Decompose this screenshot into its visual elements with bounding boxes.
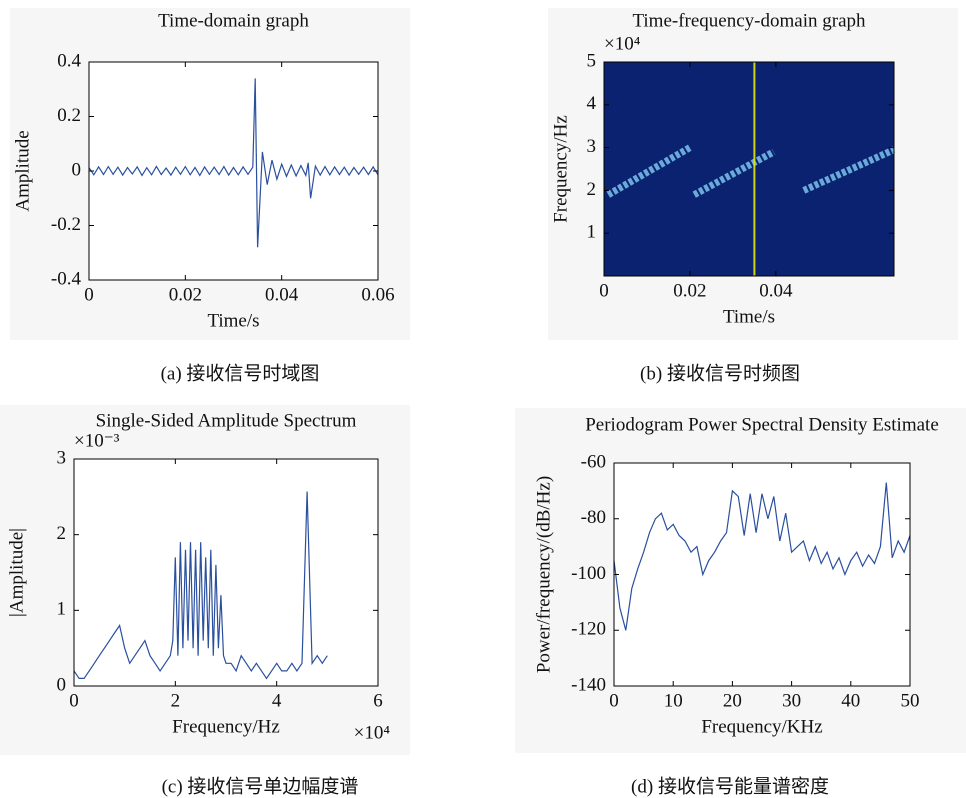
y-tick-label: 1 bbox=[57, 599, 67, 620]
x-tick-label: 4 bbox=[272, 690, 282, 711]
data-line bbox=[613, 482, 911, 631]
x-tick-label: 0 bbox=[69, 690, 79, 711]
y-tick-label: 1 bbox=[587, 222, 597, 243]
plot-area bbox=[89, 62, 378, 280]
y-tick-label: 0 bbox=[72, 159, 82, 180]
x-multiplier: ×10⁴ bbox=[354, 722, 391, 743]
y-axis-label: Frequency/Hz bbox=[550, 115, 571, 223]
y-axis-label: Amplitude bbox=[12, 130, 33, 211]
y-tick-label: -120 bbox=[571, 619, 606, 640]
axes-box bbox=[73, 458, 379, 687]
x-tick-label: 0.04 bbox=[759, 280, 793, 301]
y-tick-label: -0.4 bbox=[51, 268, 82, 289]
caption: (c) 接收信号单边幅度谱 bbox=[162, 775, 359, 797]
y-tick-label: 0.2 bbox=[57, 105, 81, 126]
x-tick-label: 50 bbox=[901, 690, 920, 711]
y-tick-label: -140 bbox=[571, 674, 606, 695]
x-axis-label: Frequency/KHz bbox=[701, 716, 822, 737]
caption: (d) 接收信号能量谱密度 bbox=[631, 775, 829, 797]
caption: (a) 接收信号时域图 bbox=[161, 362, 320, 384]
chart-title: Time-domain graph bbox=[158, 10, 309, 31]
axes-box bbox=[603, 61, 895, 277]
x-tick-label: 30 bbox=[782, 690, 801, 711]
caption: (b) 接收信号时频图 bbox=[640, 362, 800, 384]
x-tick-label: 10 bbox=[664, 690, 683, 711]
x-tick-label: 0.02 bbox=[169, 284, 202, 305]
y-multiplier: ×10⁻³ bbox=[74, 430, 120, 451]
x-tick-label: 40 bbox=[841, 690, 860, 711]
y-tick-label: -60 bbox=[581, 451, 606, 472]
plot-area bbox=[74, 459, 378, 686]
x-tick-label: 6 bbox=[373, 690, 383, 711]
y-tick-label: 2 bbox=[57, 523, 67, 544]
x-tick-label: 0 bbox=[599, 280, 609, 301]
spectrogram-ridge bbox=[802, 146, 896, 194]
y-tick-label: 3 bbox=[57, 447, 67, 468]
x-tick-label: 0.06 bbox=[361, 284, 394, 305]
x-tick-label: 0 bbox=[609, 690, 619, 711]
x-axis-label: Frequency/Hz bbox=[172, 716, 280, 737]
spectrogram-ridge bbox=[692, 148, 776, 198]
spectrogram-ridge bbox=[606, 144, 692, 198]
y-tick-label: 3 bbox=[587, 136, 597, 157]
y-tick-label: -80 bbox=[581, 507, 606, 528]
y-tick-label: 0.4 bbox=[57, 50, 81, 71]
chart-title: Periodogram Power Spectral Density Estim… bbox=[585, 414, 939, 435]
chart-title: Single-Sided Amplitude Spectrum bbox=[96, 410, 357, 431]
x-axis-label: Time/s bbox=[207, 310, 259, 331]
plot-area bbox=[614, 463, 910, 686]
x-tick-label: 2 bbox=[171, 690, 181, 711]
x-tick-label: 20 bbox=[723, 690, 742, 711]
data-line bbox=[88, 78, 379, 248]
chart-title: Time-frequency-domain graph bbox=[632, 10, 866, 31]
data-line bbox=[73, 491, 328, 680]
y-axis-label: |Amplitude| bbox=[6, 528, 27, 617]
y-tick-label: 2 bbox=[587, 179, 597, 200]
y-axis-label: Power/frequency/(dB/Hz) bbox=[533, 476, 554, 673]
y-tick-label: 4 bbox=[587, 93, 597, 114]
y-tick-label: 5 bbox=[587, 50, 597, 71]
y-multiplier: ×10⁴ bbox=[604, 33, 641, 54]
x-axis-label: Time/s bbox=[723, 306, 775, 327]
x-tick-label: 0.02 bbox=[673, 280, 706, 301]
x-tick-label: 0 bbox=[84, 284, 94, 305]
x-tick-label: 0.04 bbox=[265, 284, 299, 305]
y-tick-label: -0.2 bbox=[51, 214, 81, 235]
y-tick-label: -100 bbox=[571, 563, 606, 584]
y-tick-label: 0 bbox=[57, 674, 67, 695]
